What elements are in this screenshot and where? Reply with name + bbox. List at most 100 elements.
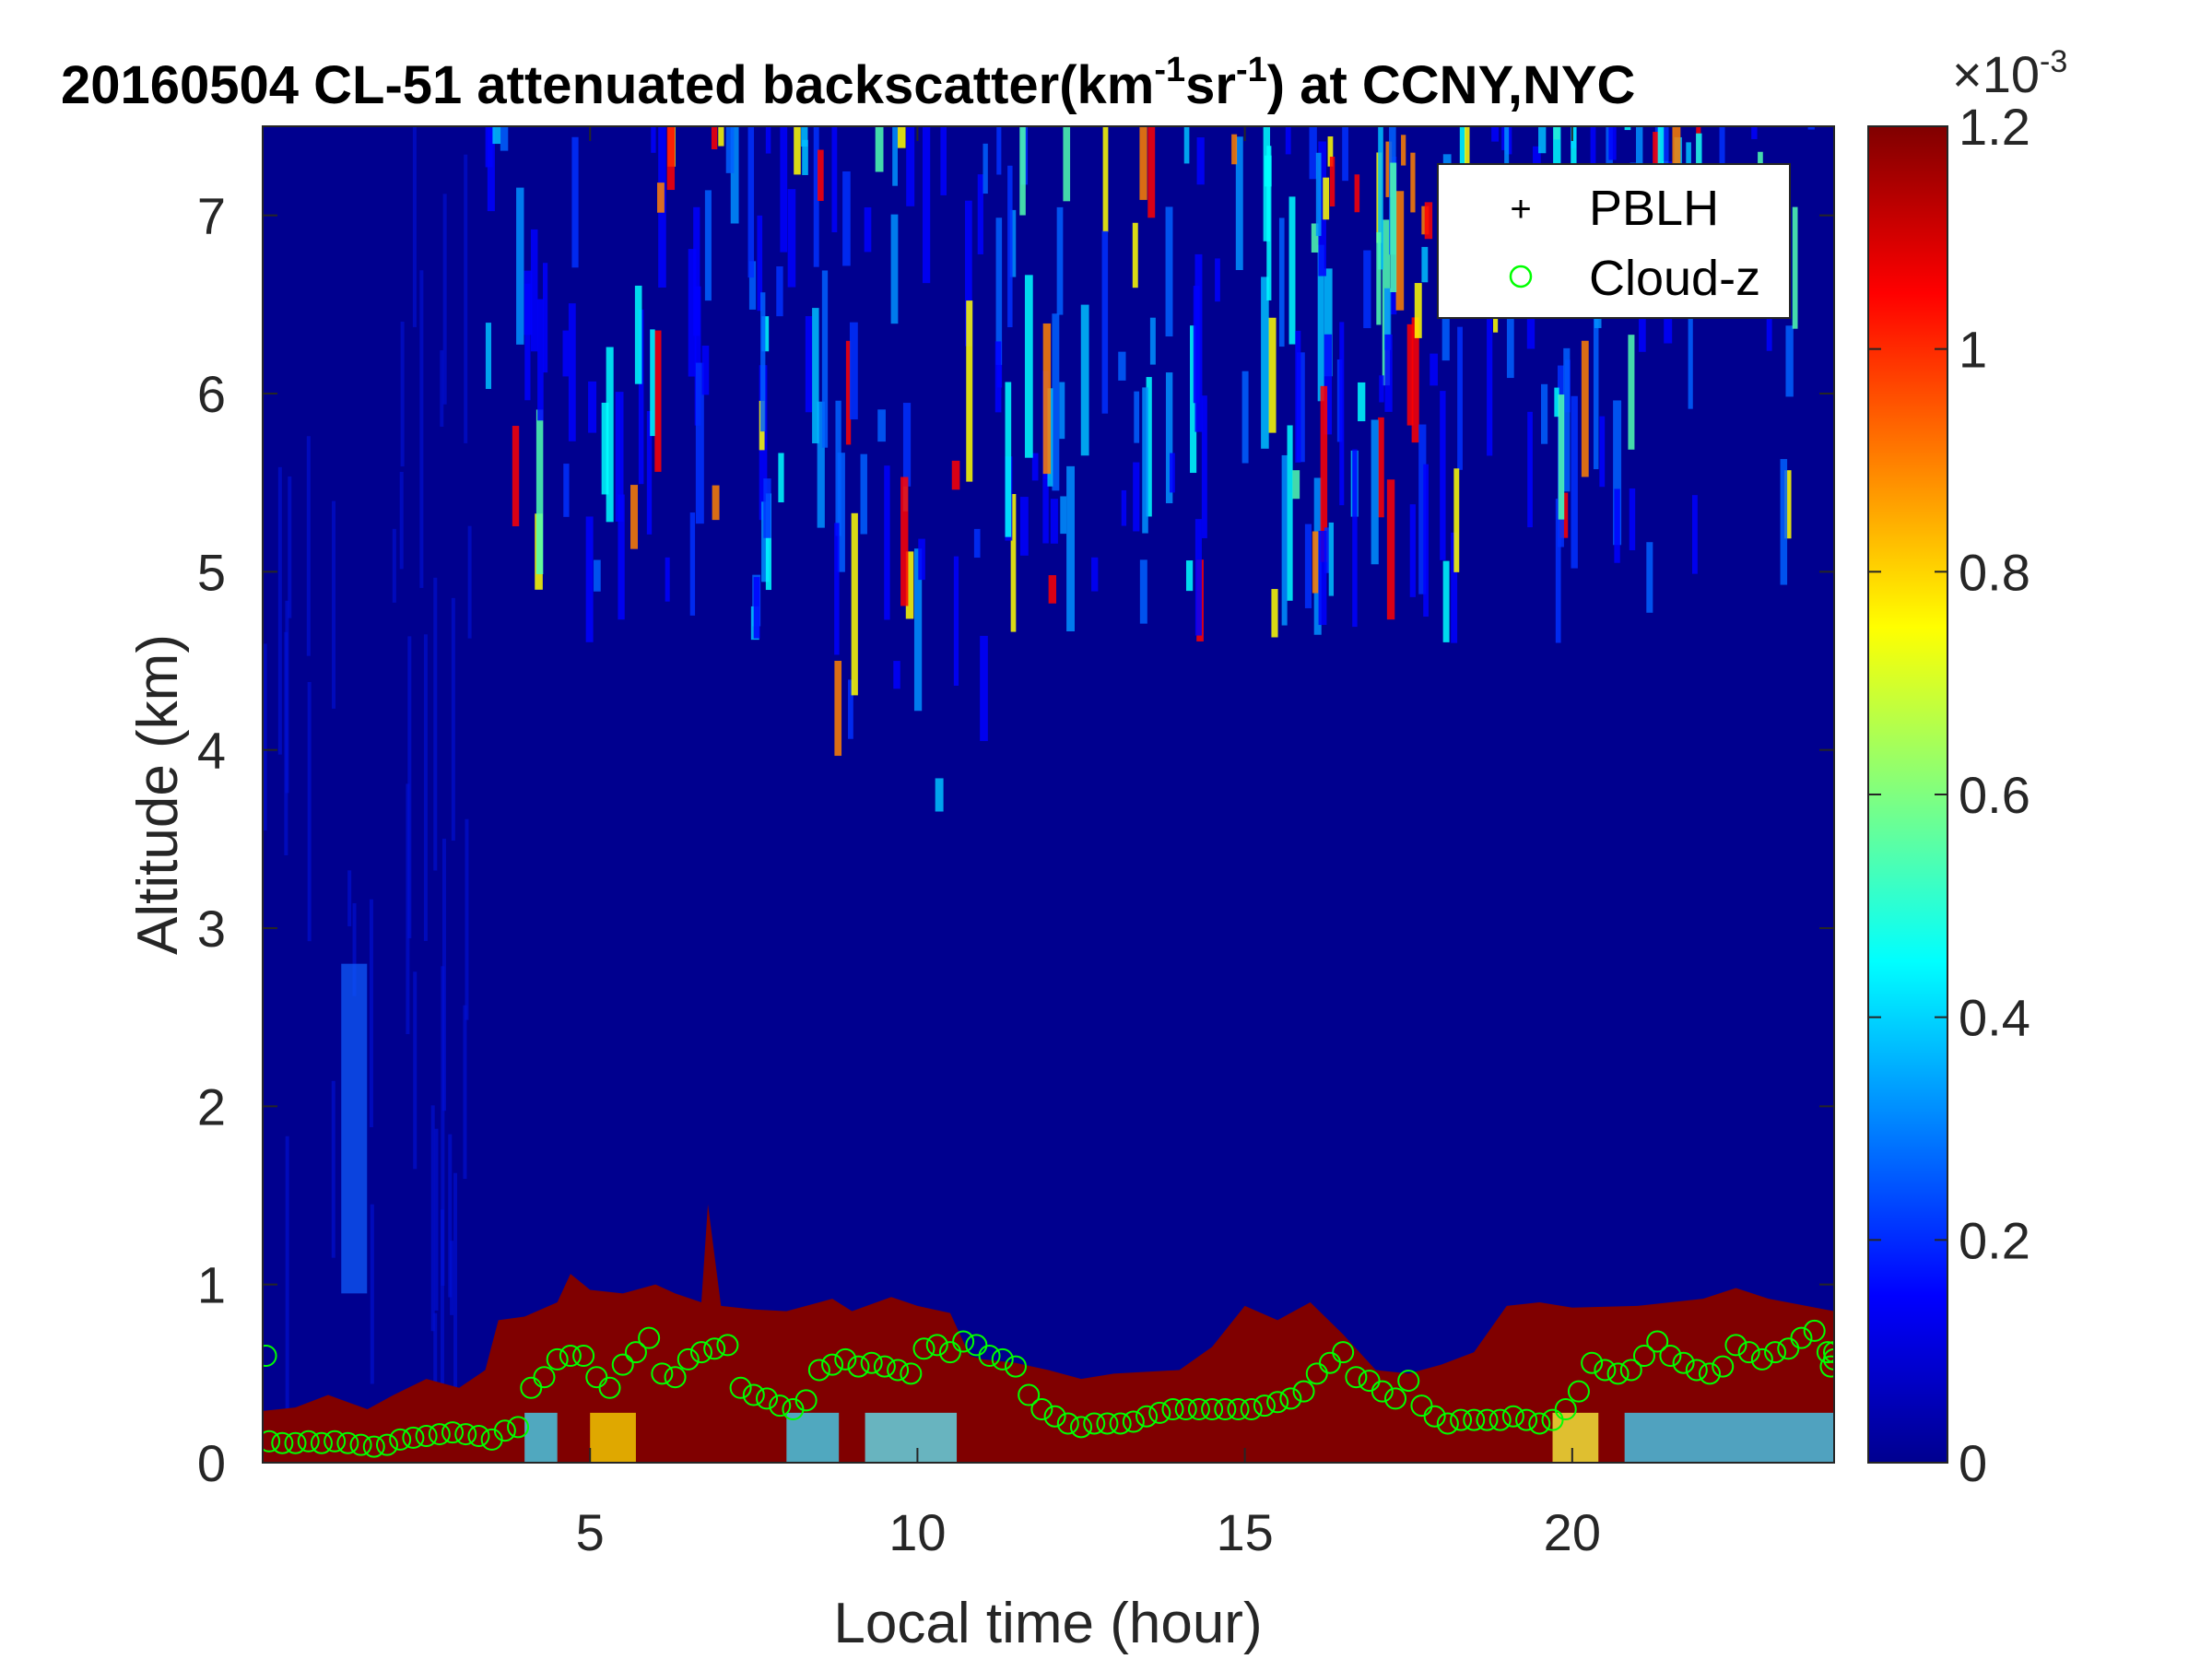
streak: [935, 778, 944, 812]
cloud-z-point: [900, 1362, 923, 1385]
cloud-z-point: [1750, 1347, 1773, 1371]
streak: [794, 126, 801, 175]
streak: [1527, 411, 1533, 528]
cloud-z-point: [310, 1431, 333, 1454]
x-tick-label: 5: [576, 1503, 605, 1561]
cloud-z-point: [598, 1376, 621, 1399]
streak: [864, 206, 872, 253]
cloud-z-point: [1345, 1366, 1368, 1389]
streak: [966, 300, 973, 482]
streak: [1101, 230, 1109, 414]
streak: [1147, 126, 1156, 218]
cloud-z-point: [533, 1366, 556, 1389]
streak: [332, 500, 336, 709]
streak: [615, 392, 624, 522]
streak: [805, 316, 813, 413]
streak: [1696, 133, 1702, 170]
streak: [753, 577, 760, 639]
surface-patch: [865, 1412, 958, 1463]
streak: [1323, 177, 1330, 220]
streak: [1395, 191, 1405, 311]
streak: [1409, 504, 1416, 597]
y-axis-label: Altitude (km): [126, 634, 190, 955]
streak: [331, 1080, 335, 1258]
streak: [1080, 304, 1089, 456]
cloud-z-point: [1096, 1412, 1119, 1435]
streak: [951, 460, 960, 490]
streak: [413, 971, 418, 1170]
streak: [537, 299, 544, 421]
streak: [1423, 464, 1429, 618]
streak: [1292, 470, 1300, 500]
cloud-z-point: [1423, 1405, 1446, 1428]
cloud-z-point: [362, 1435, 385, 1458]
cloud-z-point: [1371, 1380, 1394, 1403]
colorbar-ticks: 0 0.2 0.4 0.6 0.8 1 1.2: [1868, 98, 2030, 1492]
streak: [524, 270, 533, 335]
streak: [448, 1134, 453, 1298]
colorbar: 0 0.2 0.4 0.6 0.8 1 1.2 ×10-3: [1867, 44, 2067, 1492]
streak: [571, 136, 579, 268]
streak: [451, 597, 455, 841]
streak: [638, 309, 644, 485]
streak: [763, 478, 771, 538]
streak: [1042, 323, 1052, 475]
streak: [400, 322, 405, 467]
streak: [1268, 317, 1277, 433]
cloud-z-point: [1083, 1412, 1106, 1435]
streak: [1629, 488, 1636, 551]
streak: [412, 126, 417, 327]
streak: [704, 190, 712, 301]
streak: [1328, 522, 1335, 596]
cloud-z-point: [1109, 1412, 1132, 1435]
streak: [1487, 308, 1493, 456]
streak: [463, 1005, 467, 1180]
cloud-z-point: [834, 1347, 857, 1371]
cloud-z-point: [912, 1337, 935, 1360]
cloud-z-point: [991, 1347, 1014, 1371]
cloud-z-point: [1488, 1408, 1512, 1431]
x-tick-label: 20: [1544, 1503, 1601, 1561]
streak: [440, 1209, 444, 1426]
streak: [761, 501, 770, 582]
streak: [1414, 283, 1422, 338]
cloud-z-point: [1135, 1405, 1159, 1428]
cloud-z-point: [1148, 1401, 1171, 1424]
streak: [284, 631, 288, 856]
streak: [1378, 417, 1384, 518]
streak: [892, 126, 899, 186]
streak: [1581, 340, 1589, 477]
y-tick-label: 2: [197, 1077, 226, 1135]
streak: [718, 126, 724, 147]
streak: [1558, 394, 1565, 520]
cloud-z-point: [742, 1383, 765, 1406]
colorbar-tick-label: 0.4: [1959, 989, 2030, 1047]
cloud-z-point: [1318, 1351, 1341, 1374]
cloud-z-point: [520, 1376, 543, 1399]
streak: [434, 1128, 439, 1311]
cloud-z-point: [1070, 1416, 1093, 1439]
streak: [1354, 174, 1360, 213]
streak: [1406, 324, 1414, 426]
surface-patch: [1624, 1412, 1834, 1463]
streak: [1792, 206, 1798, 329]
streak: [1133, 462, 1140, 532]
streak: [464, 154, 468, 443]
streak: [634, 285, 642, 384]
streak: [996, 126, 1002, 175]
streak: [1442, 560, 1450, 642]
streak: [695, 362, 704, 524]
colorbar-tick-label: 1: [1959, 321, 1987, 379]
streak: [813, 126, 819, 267]
streak: [1780, 459, 1788, 585]
streak: [834, 523, 840, 655]
streak: [467, 525, 472, 639]
cloud-z-point: [271, 1431, 294, 1454]
cloud-z-point: [297, 1430, 320, 1453]
streak: [1324, 527, 1330, 573]
cloud-z-point: [1450, 1408, 1473, 1431]
streak: [1315, 152, 1322, 237]
colorbar-tick-label: 0.6: [1959, 766, 2030, 824]
streak: [818, 149, 824, 201]
streak: [1304, 524, 1312, 608]
